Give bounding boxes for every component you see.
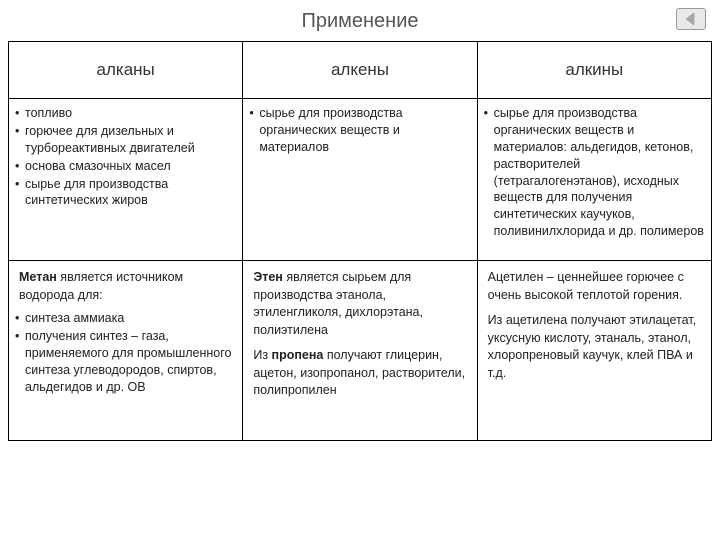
table-row: Метан является источником водорода для: … bbox=[9, 261, 712, 441]
cell-alkeny-specific: Этен является сырьем для производства эт… bbox=[243, 261, 477, 441]
triangle-left-icon bbox=[684, 12, 698, 26]
list-item: синтеза аммиака bbox=[21, 310, 236, 327]
list-item: получения синтез – газа, применяемого дл… bbox=[21, 328, 236, 396]
propene-label: пропена bbox=[272, 348, 324, 362]
header-alkeny: алкены bbox=[243, 42, 477, 99]
cell-alkiny-specific: Ацетилен – ценнейшее горючее с очень выс… bbox=[477, 261, 711, 441]
header-alkiny: алкины bbox=[477, 42, 711, 99]
header-alkany: алканы bbox=[9, 42, 243, 99]
text: Из ацетилена получают этилацетат, уксусн… bbox=[482, 310, 705, 388]
text: Ацетилен – ценнейшее горючее с очень выс… bbox=[482, 267, 705, 310]
cell-alkany-specific: Метан является источником водорода для: … bbox=[9, 261, 243, 441]
back-button[interactable] bbox=[676, 8, 706, 30]
list-item: сырье для производства синтетических жир… bbox=[21, 176, 236, 210]
application-table: алканы алкены алкины топливо горючее для… bbox=[8, 41, 712, 441]
cell-alkeny-uses: сырье для производства органических веще… bbox=[243, 99, 477, 261]
cell-alkany-uses: топливо горючее для дизельных и турбореа… bbox=[9, 99, 243, 261]
list-item: топливо bbox=[21, 105, 236, 122]
table-row: топливо горючее для дизельных и турбореа… bbox=[9, 99, 712, 261]
list-item: сырье для производства органических веще… bbox=[490, 105, 705, 240]
table-header-row: алканы алкены алкины bbox=[9, 42, 712, 99]
list-item: горючее для дизельных и турбореактивных … bbox=[21, 123, 236, 157]
ethene-label: Этен bbox=[253, 270, 283, 284]
text: Из bbox=[253, 348, 271, 362]
page-title: Применение bbox=[0, 0, 720, 41]
list-item: основа смазочных масел bbox=[21, 158, 236, 175]
methane-label: Метан bbox=[19, 270, 57, 284]
cell-alkiny-uses: сырье для производства органических веще… bbox=[477, 99, 711, 261]
list-item: сырье для производства органических веще… bbox=[255, 105, 470, 156]
